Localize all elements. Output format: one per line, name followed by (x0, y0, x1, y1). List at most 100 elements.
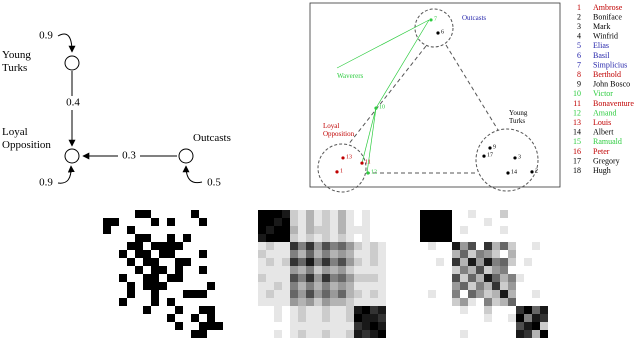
legend-name: Simplicius (593, 60, 627, 69)
matrix-cell (298, 242, 306, 250)
matrix-cell (346, 226, 354, 234)
matrix-cell (191, 258, 199, 266)
matrix-cell (444, 250, 452, 258)
matrix-cell (95, 298, 103, 306)
matrix-cell (258, 266, 266, 274)
matrix-cell (298, 298, 306, 306)
matrix-cell (452, 290, 460, 298)
matrix-cell (532, 290, 540, 298)
matrix-cell (266, 226, 274, 234)
matrix-cell (322, 330, 330, 338)
matrix-cell (420, 258, 428, 266)
matrix-cell (484, 330, 492, 338)
matrix-cell (274, 234, 282, 242)
matrix-cell (330, 266, 338, 274)
point-label: 14 (511, 169, 517, 175)
matrix-cell (135, 226, 143, 234)
matrix-cell (492, 266, 500, 274)
matrix-cell (127, 258, 135, 266)
matrix-cell (532, 306, 540, 314)
matrix-cell (378, 306, 386, 314)
matrix-cell (215, 242, 223, 250)
matrix-cell (420, 234, 428, 242)
matrix-cell (346, 290, 354, 298)
matrix-cell (119, 226, 127, 234)
matrix-cell (484, 226, 492, 234)
matrix-cell (215, 210, 223, 218)
matrix-cell (207, 290, 215, 298)
matrix-cell (258, 314, 266, 322)
matrix-cell (103, 234, 111, 242)
matrix-cell (266, 322, 274, 330)
matrix-cell (183, 282, 191, 290)
matrix-cell (492, 242, 500, 250)
matrix-cell (452, 282, 460, 290)
matrix-cell (362, 282, 370, 290)
matrix-cell (207, 314, 215, 322)
matrix-cell (159, 306, 167, 314)
matrix-cell (476, 290, 484, 298)
matrix-cell (484, 258, 492, 266)
legend-name: Ambrose (593, 3, 623, 12)
matrix-cell (274, 218, 282, 226)
matrix-cell (314, 266, 322, 274)
matrix-cell (516, 226, 524, 234)
matrix-cell (460, 306, 468, 314)
matrix-cell (135, 314, 143, 322)
matrix-cell (516, 290, 524, 298)
matrix-cell (338, 290, 346, 298)
matrix-cell (346, 282, 354, 290)
matrix-cell (159, 250, 167, 258)
matrix-cell (207, 266, 215, 274)
matrix-cell (444, 298, 452, 306)
matrix-cell (258, 322, 266, 330)
matrix-cell (215, 282, 223, 290)
matrix-cell (298, 266, 306, 274)
matrix-cell (460, 274, 468, 282)
legend-number: 12 (573, 108, 581, 117)
matrix-cell (508, 314, 516, 322)
matrix-cell (95, 242, 103, 250)
matrix-cell (159, 282, 167, 290)
legend-number: 2 (577, 12, 581, 21)
matrix-cell (468, 218, 476, 226)
matrix-cell (378, 330, 386, 338)
matrix-cell (159, 322, 167, 330)
matrix-cell (378, 274, 386, 282)
matrix-cell (476, 282, 484, 290)
matrix-cell (274, 250, 282, 258)
matrix-cell (460, 330, 468, 338)
cluster-circle (475, 128, 539, 192)
matrix-cell (500, 322, 508, 330)
matrix-cell (298, 210, 306, 218)
matrix-cell (460, 226, 468, 234)
matrix-cell (468, 242, 476, 250)
matrix-cell (452, 242, 460, 250)
matrix-cell (119, 210, 127, 218)
matrix-cell (274, 330, 282, 338)
legend-number: 5 (577, 41, 581, 50)
matrix-cell (420, 242, 428, 250)
matrix-cell (95, 306, 103, 314)
matrix-cell (516, 258, 524, 266)
edge-label: 0.9 (39, 177, 53, 189)
matrix-cell (127, 306, 135, 314)
matrix-cell (428, 298, 436, 306)
matrix-cell (354, 242, 362, 250)
matrix-cell (362, 306, 370, 314)
matrix-cell (306, 298, 314, 306)
matrix-cell (338, 314, 346, 322)
matrix-cell (436, 314, 444, 322)
cluster-label: Outcasts (462, 14, 487, 22)
matrix-cell (476, 250, 484, 258)
matrix-cell (199, 306, 207, 314)
matrix-cell (452, 250, 460, 258)
matrix-cell (330, 234, 338, 242)
matrix-cell (207, 210, 215, 218)
waverer-link (336, 19, 430, 174)
matrix-cell (500, 218, 508, 226)
matrix-cell (274, 274, 282, 282)
matrix-cell (370, 242, 378, 250)
matrix-cell (282, 218, 290, 226)
matrix-cell (362, 242, 370, 250)
